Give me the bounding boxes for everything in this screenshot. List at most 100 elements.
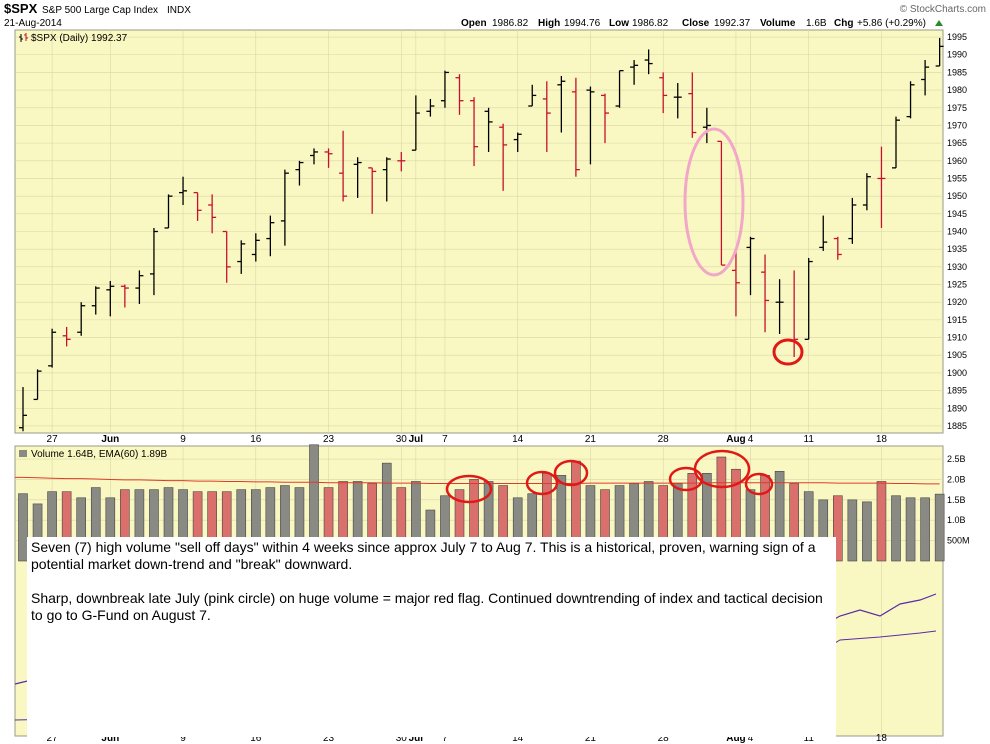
volume-tick-label: 2.0B: [947, 474, 966, 484]
volume-bar: [905, 497, 916, 562]
date-tick-label: 9: [180, 733, 186, 744]
date-tick-label: 28: [658, 733, 670, 744]
ohlc-bar: [892, 116, 900, 169]
ohlc-bar: [644, 49, 653, 75]
ohlc-bar: [324, 148, 333, 168]
volume-bar: [832, 495, 843, 562]
ohlc-bar: [557, 75, 566, 133]
ohlc-bar: [440, 70, 449, 108]
ohlc-bar: [368, 167, 377, 214]
ohlc-bar: [455, 74, 464, 115]
volume-bar: [876, 481, 887, 562]
volume-tick-label: 1.0B: [947, 515, 966, 525]
pink-circle-highlight: [683, 127, 745, 277]
close-label: Close: [682, 18, 710, 29]
date-tick-label: 14: [512, 733, 524, 744]
up-arrow-icon: [935, 20, 943, 26]
ohlc-bar: [615, 70, 624, 108]
ohlc-bar: [528, 84, 537, 107]
ohlc-bar: [630, 60, 639, 85]
date-tick-label: 4: [748, 434, 754, 445]
red-circle-low: [772, 338, 804, 366]
price-tick-label: 1930: [947, 262, 967, 272]
date-tick-label: 28: [658, 434, 670, 445]
ohlc-bar: [411, 95, 420, 151]
ohlc-bar: [499, 123, 508, 191]
ohlc-bar: [295, 160, 304, 186]
date-tick-label: 11: [804, 434, 815, 445]
ohlc-legend-icon: [19, 33, 28, 42]
volume-tick-label: 2.5B: [947, 454, 966, 464]
date-tick-label: 7: [442, 434, 448, 445]
ohlc-bar: [702, 107, 711, 144]
ohlc-bar: [179, 176, 188, 205]
ohlc-bar: [77, 302, 86, 336]
index-name: S&P 500 Large Cap Index: [42, 5, 158, 16]
volume-legend-swatch: [19, 450, 27, 457]
ohlc-bar: [310, 148, 318, 165]
date-tick-label: 21: [585, 434, 597, 445]
ohlc-bar: [266, 215, 275, 257]
ohlc-bar: [833, 236, 842, 260]
ohlc-bar: [251, 233, 260, 262]
ohlc-bar: [62, 326, 71, 347]
date-tick-label: 27: [47, 733, 59, 744]
volume-bar: [934, 493, 945, 562]
ohlc-bar: [208, 194, 217, 234]
date-tick-label: 23: [323, 733, 335, 744]
ohlc-bar: [426, 98, 435, 117]
ohlc-bar: [935, 37, 944, 67]
date-tick-label: 30: [396, 434, 408, 445]
ohlc-bar: [120, 284, 129, 308]
volume-legend: Volume 1.64B, EMA(60) 1.89B: [31, 449, 168, 460]
price-legend: $SPX (Daily) 1992.37: [31, 33, 128, 44]
exchange-label: INDX: [167, 5, 191, 16]
chg-label: Chg: [834, 18, 853, 29]
price-tick-label: 1940: [947, 227, 967, 237]
ohlc-bar: [848, 197, 857, 244]
ohlc-bar: [513, 132, 522, 152]
chart-date: 21-Aug-2014: [4, 18, 62, 29]
date-tick-label: Aug: [726, 434, 745, 445]
ohlc-bar: [484, 107, 493, 152]
ohlc-bar: [746, 236, 755, 296]
date-tick-label: 11: [804, 733, 815, 744]
price-tick-label: 1960: [947, 156, 967, 166]
date-axis-top: 27 Jun 9 16 23 30 Jul 7 14 21 28 Aug 4 11 18: [47, 434, 888, 445]
ohlc-bar: [819, 215, 828, 251]
symbol-title: $SPX: [4, 1, 38, 16]
date-tick-label: 21: [585, 733, 597, 744]
date-tick-label: 16: [250, 434, 262, 445]
date-tick-label: 9: [180, 434, 186, 445]
volume-tick-label: 500M: [947, 536, 970, 546]
ohlc-bar: [601, 93, 609, 144]
ohlc-bar: [659, 72, 668, 114]
price-tick-label: 1915: [947, 315, 967, 325]
ohlc-bar: [48, 328, 57, 368]
price-tick-label: 1890: [947, 403, 967, 413]
annotation-note: Seven (7) high volume "sell off days" wi…: [27, 537, 836, 737]
price-tick-label: 1950: [947, 191, 967, 201]
volume-bar: [920, 497, 930, 562]
ohlc-bar: [164, 194, 173, 229]
price-tick-label: 1980: [947, 85, 967, 95]
date-tick-label: 23: [323, 434, 335, 445]
volume-bar: [862, 501, 872, 562]
date-tick-label: Aug: [726, 733, 745, 744]
low-label: Low: [609, 18, 629, 29]
ohlc-bar: [586, 86, 595, 165]
volume-bar: [847, 499, 858, 562]
red-circle-vol-2: [525, 470, 559, 496]
ohlc-bar: [193, 191, 202, 221]
ohlc-bar: [280, 169, 289, 246]
ohlc-bar: [673, 83, 682, 119]
price-tick-label: 1885: [947, 421, 967, 431]
ohlc-bar: [222, 230, 231, 283]
ohlc-bar: [542, 81, 551, 152]
ohlc-bar: [906, 81, 915, 119]
ohlc-bar: [339, 130, 348, 202]
ohlc-bar: [862, 173, 871, 211]
close-value: 1992.37: [714, 18, 751, 29]
red-circle-vol-5: [693, 449, 751, 489]
volume-y-axis: 2.5B 2.0B 1.5B 1.0B 500M: [947, 454, 970, 546]
